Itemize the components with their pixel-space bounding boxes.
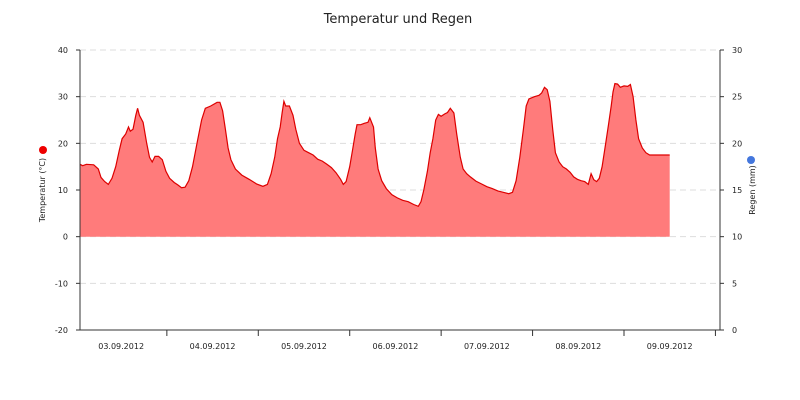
y-right-tick-label: 30 <box>732 46 742 55</box>
y-right-tick-label: 20 <box>732 139 742 148</box>
y-left-tick-label: 30 <box>58 93 68 102</box>
chart-title: Temperatur und Regen <box>323 12 473 27</box>
y-left-tick-label: -10 <box>55 279 68 288</box>
y-left-tick-label: -20 <box>55 326 68 335</box>
rain-legend-marker <box>747 156 755 164</box>
y-left-tick-label: 0 <box>63 233 68 242</box>
y-right-axis-title: Regen (mm) <box>748 165 757 215</box>
y-right-tick-label: 0 <box>732 326 737 335</box>
x-tick-label: 04.09.2012 <box>190 342 236 351</box>
y-left-tick-label: 40 <box>58 46 68 55</box>
x-tick-label: 06.09.2012 <box>373 342 419 351</box>
y-right-tick-label: 25 <box>732 93 742 102</box>
temperature-line <box>79 82 670 208</box>
x-axis-ticks: 03.09.2012 04.09.2012 05.09.2012 06.09.2012… <box>98 330 716 351</box>
x-tick-label: 09.09.2012 <box>647 342 693 351</box>
x-tick-label: 05.09.2012 <box>281 342 327 351</box>
x-tick-label: 08.09.2012 <box>555 342 601 351</box>
temperature-legend-marker <box>39 146 47 154</box>
x-tick-label: 07.09.2012 <box>464 342 510 351</box>
right-axis-ticks: 30 25 20 15 10 5 0 <box>720 46 742 335</box>
left-axis-ticks: 40 30 20 10 0 -10 -20 <box>55 46 80 335</box>
y-left-axis-title: Temperatur (°C) <box>38 158 47 223</box>
y-left-tick-label: 10 <box>58 186 68 195</box>
temperature-area <box>80 83 670 237</box>
y-left-tick-label: 20 <box>58 139 68 148</box>
y-right-tick-label: 5 <box>732 279 737 288</box>
y-right-tick-label: 15 <box>732 186 742 195</box>
plot-area <box>79 82 670 237</box>
x-tick-label: 03.09.2012 <box>98 342 144 351</box>
y-right-tick-label: 10 <box>732 233 742 242</box>
